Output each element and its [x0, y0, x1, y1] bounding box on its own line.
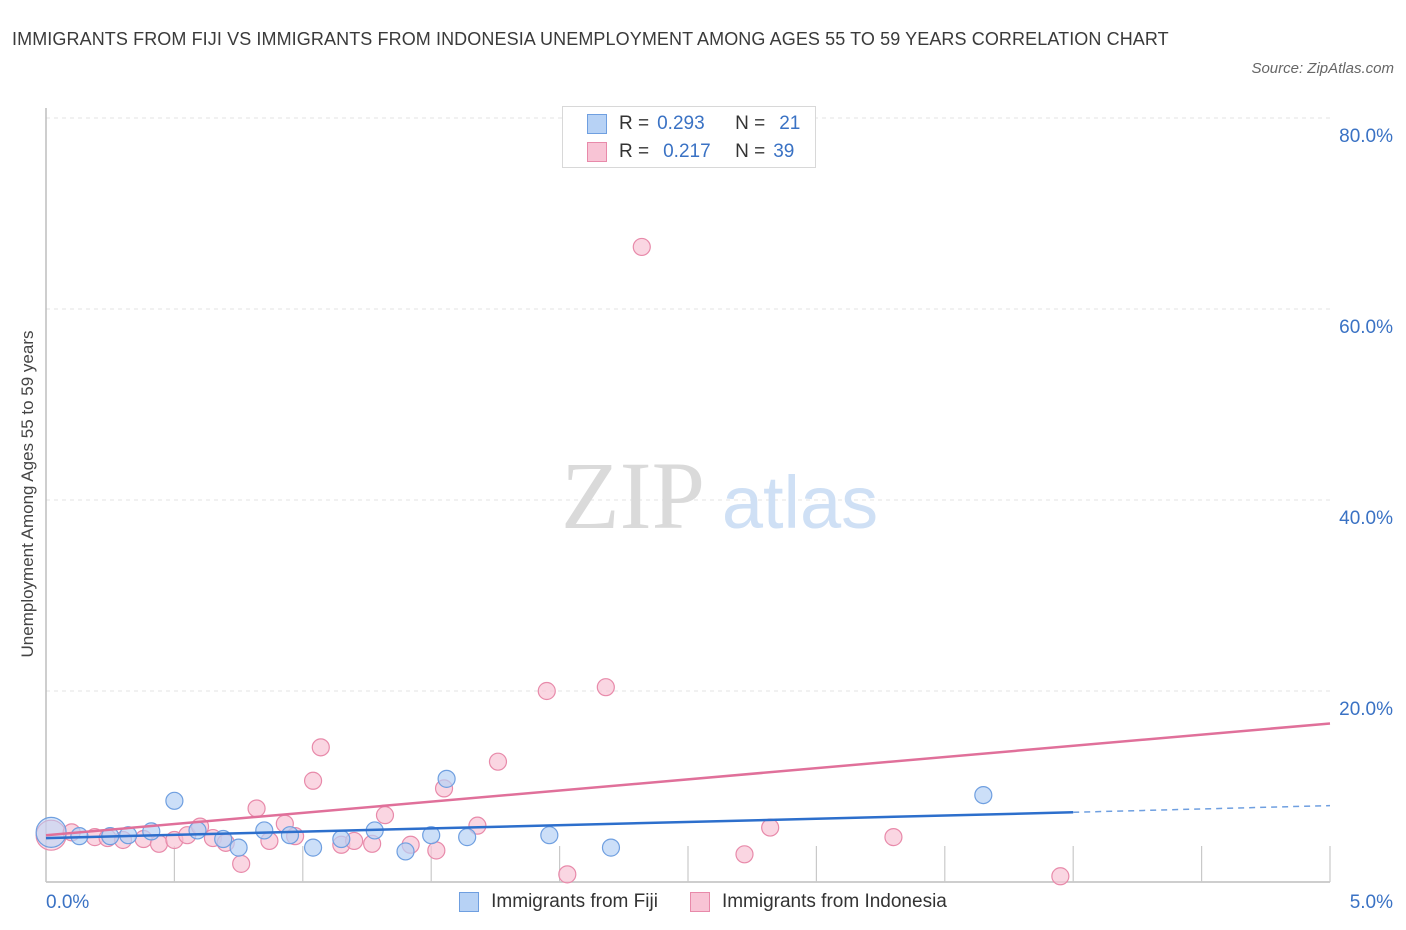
point-fiji: [332, 829, 351, 849]
legend-n-label: N =: [735, 141, 766, 162]
point-indonesia: [884, 828, 903, 847]
point-indonesia: [303, 771, 323, 790]
x-tick-label-min: 0.0%: [46, 892, 89, 913]
legend-label-fiji: Immigrants from Fiji: [491, 891, 658, 912]
correlation-legend: R = 0.293 N = 21 R = 0.217 N = 39: [562, 106, 816, 168]
legend-swatch-fiji: [587, 114, 607, 134]
legend-swatch-indonesia: [689, 892, 710, 912]
gridlines: [46, 117, 1330, 692]
legend-item-fiji: Immigrants from Fiji: [459, 891, 658, 913]
legend-swatch-indonesia: [587, 142, 607, 162]
point-indonesia: [311, 738, 330, 757]
x-tick-label-max: 5.0%: [1350, 892, 1393, 913]
series-legend: Immigrants from Fiji Immigrants from Ind…: [0, 888, 1406, 916]
legend-n-label: N =: [735, 113, 766, 134]
point-indonesia: [735, 845, 754, 864]
trend-line-fiji: [45, 811, 1074, 840]
watermark: ZIP atlas: [561, 442, 878, 549]
point-fiji: [255, 821, 274, 840]
point-fiji: [601, 838, 621, 857]
point-indonesia: [761, 818, 780, 837]
point-fiji: [974, 785, 993, 805]
watermark-atlas: atlas: [722, 461, 878, 544]
point-fiji: [437, 769, 456, 788]
y-tick-label: 60.0%: [1339, 317, 1393, 338]
legend-r-value-fiji: 0.293: [657, 113, 705, 134]
y-tick-label: 80.0%: [1339, 126, 1393, 147]
point-indonesia: [537, 681, 556, 701]
watermark-zip: ZIP: [561, 442, 705, 549]
y-tick-label: 20.0%: [1339, 699, 1393, 720]
legend-row-indonesia: R = 0.217 N = 39: [587, 138, 794, 166]
point-fiji: [396, 842, 415, 861]
trend-line-fiji-extension: [1073, 804, 1331, 814]
trend-line-indonesia: [45, 722, 1331, 837]
point-indonesia: [247, 799, 266, 818]
point-fiji: [303, 838, 323, 857]
point-indonesia: [232, 854, 251, 873]
chart-title: IMMIGRANTS FROM FIJI VS IMMIGRANTS FROM …: [12, 29, 1169, 49]
point-fiji: [188, 821, 207, 840]
legend-swatch-fiji: [459, 892, 480, 912]
point-indonesia: [1051, 867, 1070, 886]
point-fiji: [165, 791, 184, 810]
point-indonesia: [488, 752, 508, 771]
point-indonesia: [596, 678, 615, 697]
point-fiji: [229, 838, 248, 857]
series-fiji-points: [35, 769, 993, 861]
legend-r-value-indonesia: 0.217: [663, 141, 711, 162]
point-fiji: [458, 828, 477, 847]
point-indonesia: [375, 806, 395, 825]
legend-n-value-indonesia: 39: [773, 141, 795, 162]
legend-item-indonesia: Immigrants from Indonesia: [689, 891, 947, 913]
point-indonesia: [632, 237, 651, 257]
trend-lines: [45, 722, 1331, 840]
legend-r-label: R =: [619, 113, 650, 134]
point-fiji: [422, 826, 441, 845]
point-fiji: [540, 826, 559, 845]
legend-n-value-fiji: 21: [779, 113, 801, 134]
legend-label-indonesia: Immigrants from Indonesia: [721, 891, 947, 912]
tick-labels: 20.0% 40.0% 60.0% 80.0% 0.0% 5.0%: [46, 126, 1393, 913]
point-fiji: [35, 816, 67, 848]
series-indonesia-points: [35, 237, 1070, 886]
y-axis-label: Unemployment Among Ages 55 to 59 years: [18, 330, 37, 658]
point-indonesia: [468, 816, 487, 835]
legend-r-label: R =: [619, 141, 650, 162]
point-indonesia: [558, 865, 577, 884]
point-fiji: [280, 826, 300, 845]
point-indonesia: [427, 841, 446, 860]
legend-row-fiji: R = 0.293 N = 21: [587, 110, 800, 138]
source-label: Source: ZipAtlas.com: [1251, 60, 1394, 77]
y-tick-label: 40.0%: [1339, 508, 1393, 529]
